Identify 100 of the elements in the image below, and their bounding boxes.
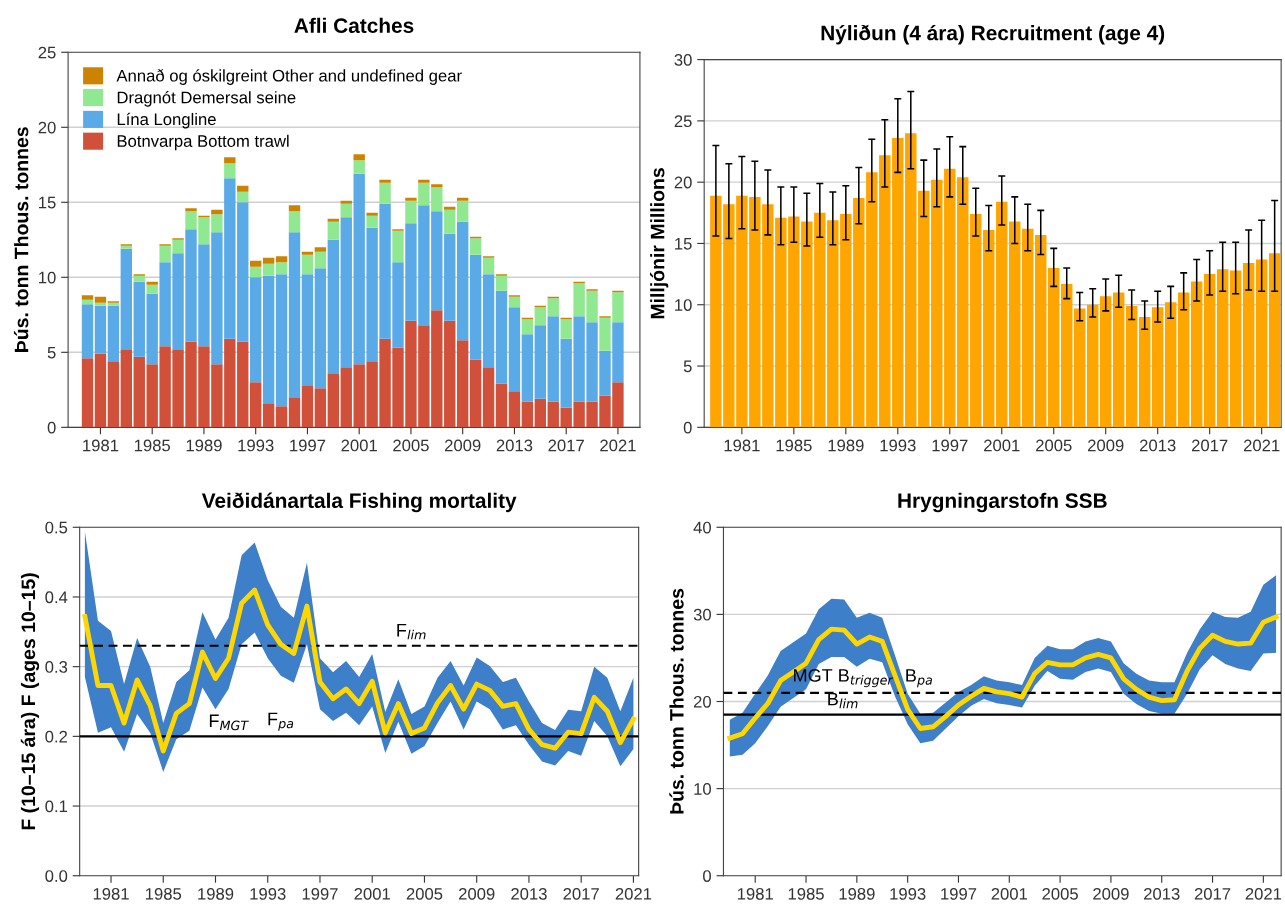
bar [1100,296,1112,428]
bar [521,334,534,402]
bar [366,215,378,228]
bar [120,248,133,350]
legend-label: Botnvarpa Bottom trawl [117,134,289,151]
bar [1242,263,1255,428]
x-tick-label: 2005 [1042,887,1078,900]
bar [1229,270,1242,428]
annotation: B$_{pa}$ [906,669,932,688]
bar [250,382,262,428]
bar [495,275,508,291]
bar [469,254,482,360]
bar [970,214,982,428]
x-tick-label: 1993 [890,887,926,900]
x-tick-label: 1981 [737,887,773,900]
bar [444,206,456,210]
y-tick-label: 25 [674,115,692,128]
bar [275,256,288,263]
bar [521,319,534,335]
bar [275,262,288,275]
bar [94,302,107,306]
bar [353,160,365,174]
bar [81,304,94,359]
x-tick-label: 2005 [1036,439,1072,452]
y-tick-label: 15 [675,238,692,250]
bar [288,397,301,428]
bar [1151,307,1164,428]
bar [275,406,288,428]
legend-label: Lína Longline [117,112,216,129]
bar [1087,304,1099,428]
bar [392,230,404,263]
bar [469,359,482,428]
bar [81,358,94,428]
x-tick-label: 1997 [302,887,338,900]
x-tick-label: 2001 [341,439,377,452]
bar [1112,292,1125,428]
y-tick-label: 20 [693,695,711,708]
x-tick-label: 1993 [880,439,916,452]
chart-title: Veiðidánartala Fishing mortality [201,492,517,513]
bar [94,296,107,303]
x-tick-label: 1989 [839,887,875,900]
bar [1255,259,1268,428]
bar [133,356,145,428]
x-tick-label: 2009 [444,439,481,452]
bar [1268,253,1281,428]
bar [457,200,469,222]
y-tick-label: 0.5 [45,521,68,534]
y-axis-title: F (10–15 ára) F (ages 10–15) [20,573,40,830]
bar [1048,267,1060,428]
bar [482,257,495,275]
bar [482,367,495,428]
bar [340,217,352,368]
annotation: F$_{lim}$ [397,623,426,640]
bar [288,232,301,398]
x-tick-label: 2009 [1088,439,1124,452]
x-tick-label: 2017 [1194,887,1231,900]
line-series [727,614,1279,741]
y-tick-label: 5 [683,360,692,373]
x-tick-label: 1989 [828,439,864,452]
bar [224,157,236,164]
y-tick-label: 0.3 [45,661,68,673]
bar [508,307,521,392]
y-tick-label: 15 [39,196,56,209]
legend-label: Dragnót Demersal seine [117,90,296,107]
y-tick-label: 0 [47,421,56,434]
bar [482,274,495,368]
bar [1074,308,1086,428]
bar [146,284,158,294]
bar [366,212,378,216]
x-tick-label: 2005 [393,439,429,452]
x-tick-label: 2021 [1243,439,1280,452]
bar [508,296,521,308]
x-tick-label: 2001 [991,887,1028,900]
x-tick-label: 1985 [776,439,812,452]
bar [120,349,133,428]
x-tick-label: 2001 [984,439,1020,452]
y-tick-label: 20 [674,176,692,189]
y-axis-title: Milljónir Millions [649,168,669,319]
bar [405,197,417,201]
y-tick-label: 0 [683,421,692,434]
x-tick-label: 2013 [1140,439,1176,452]
bar [250,266,262,278]
x-tick-label: 1985 [145,887,182,900]
x-tick-label: 2021 [600,439,636,452]
bar [224,163,236,179]
x-tick-label: 1981 [93,887,129,900]
bar [107,361,120,428]
bar [1125,305,1138,428]
bar [107,305,120,362]
line-series [82,587,636,754]
bar [547,298,559,317]
x-tick-label: 2017 [1191,439,1228,452]
x-tick-label: 1989 [198,887,234,900]
bar [469,238,482,255]
bar [327,373,340,428]
y-tick-label: 30 [693,608,711,621]
x-tick-label: 1993 [250,887,286,900]
bar [457,340,469,428]
bar [211,209,223,215]
bar [327,239,340,374]
